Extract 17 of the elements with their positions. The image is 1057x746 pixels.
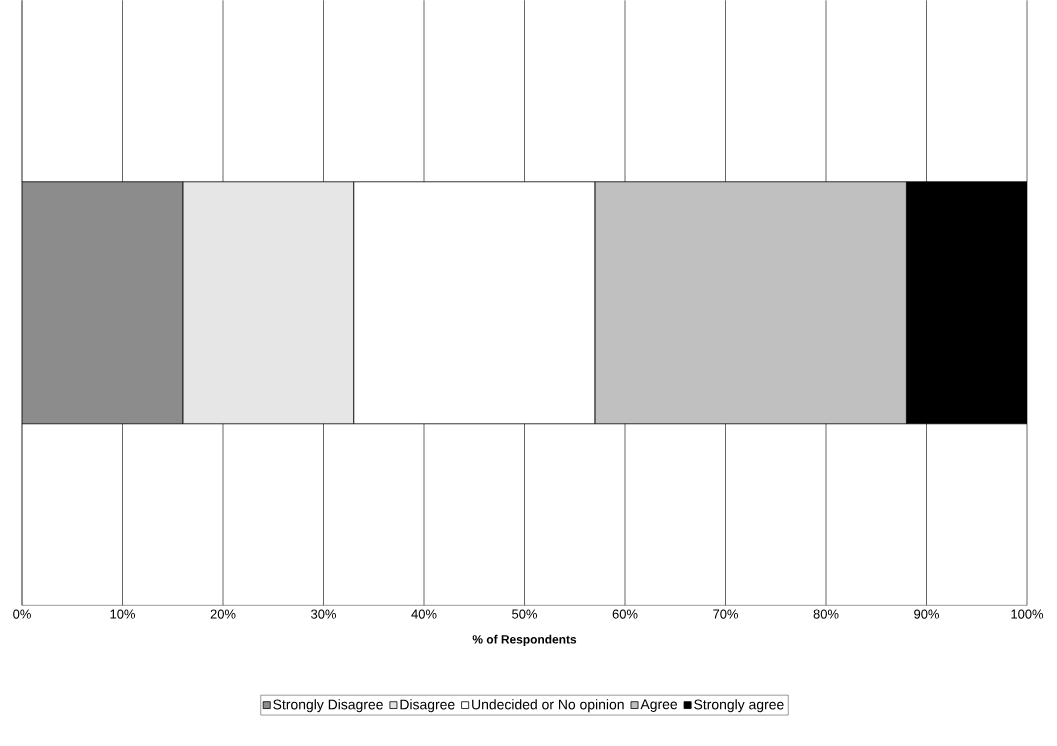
x-tick-label: 80%	[813, 609, 839, 619]
x-tick-label: 100%	[1011, 609, 1044, 619]
x-tick-label: 20%	[210, 609, 236, 619]
legend-label: Disagree	[400, 699, 455, 713]
x-tick-label: 40%	[411, 609, 437, 619]
x-tick-label: 0%	[13, 609, 31, 619]
x-axis-title: % of Respondents	[472, 634, 577, 646]
x-tick-label: 30%	[311, 609, 337, 619]
legend-label: Strongly agree	[694, 699, 784, 713]
legend-label: Strongly Disagree	[273, 699, 383, 713]
legend-label: Undecided or No opinion	[472, 699, 624, 713]
x-tick-label: 50%	[512, 609, 538, 619]
x-tick-label: 60%	[612, 609, 638, 619]
legend-label: Agree	[640, 699, 678, 712]
x-tick-label: 10%	[110, 609, 136, 619]
x-tick-label: 90%	[914, 609, 940, 619]
x-tick-label: 70%	[713, 609, 739, 619]
